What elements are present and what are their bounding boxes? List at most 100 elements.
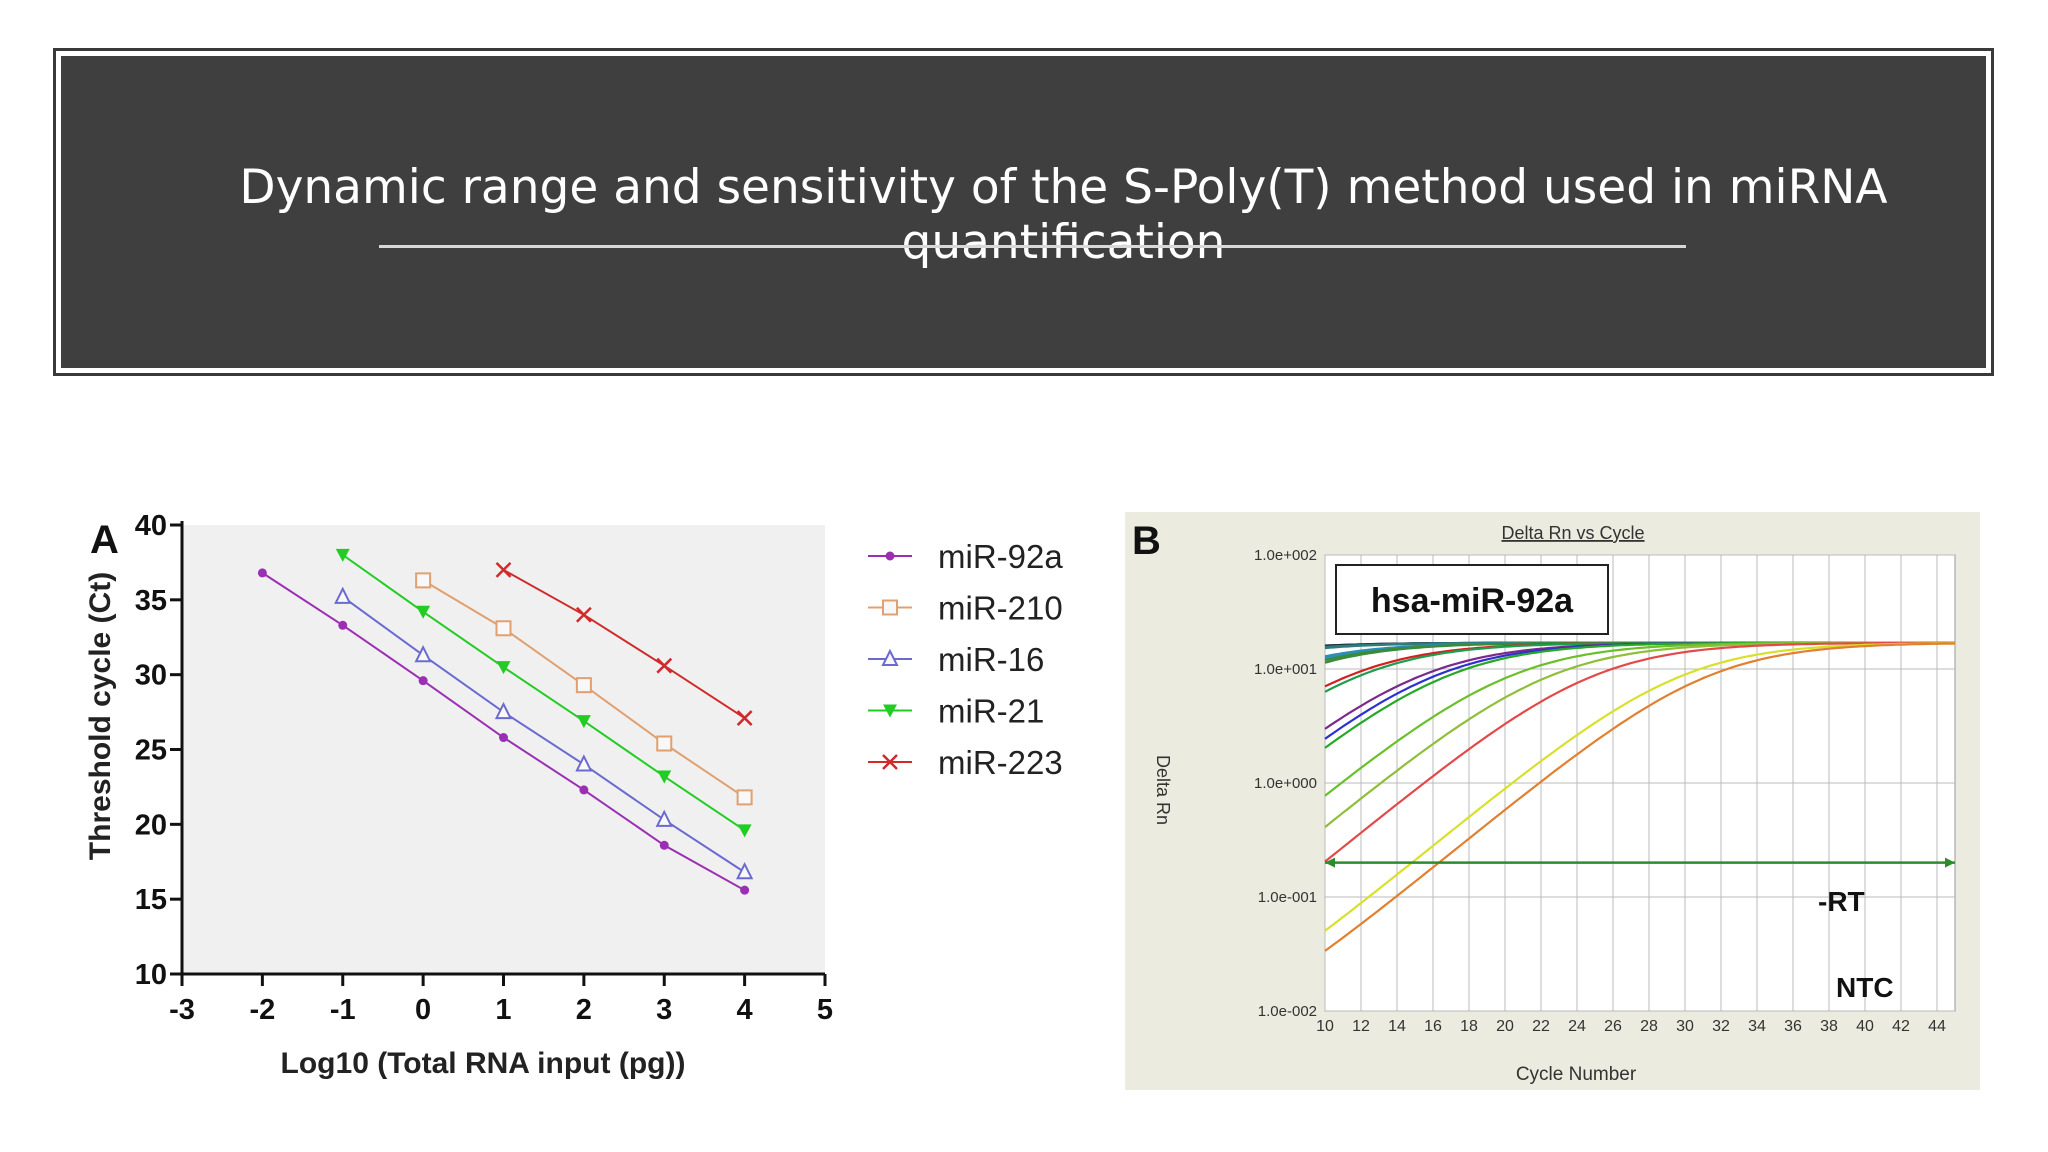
chart-a: A -3 -2 -1 0 1 2 3 4 5 10 15 20 25 30 35 40 Log10 (Tota… — [84, 510, 1063, 1080]
legend-item-miR-16: miR-16 — [868, 641, 1044, 678]
chart-a-y-tick-label: 40 — [135, 510, 167, 542]
legend-item-miR-21: miR-21 — [868, 693, 1044, 730]
data-point-miR-210 — [736, 789, 753, 806]
data-point-miR-210 — [415, 572, 432, 589]
legend-item-miR-223: miR-223 — [868, 744, 1063, 781]
chart-a-y-tick-label: 15 — [135, 884, 167, 916]
data-point-miR-210 — [495, 620, 512, 637]
data-point-miR-223 — [495, 562, 512, 578]
data-point-miR-223 — [575, 606, 592, 623]
chart-a-x-tick-label: 5 — [817, 994, 833, 1026]
series-miR-21 — [335, 548, 752, 838]
legend-marker — [883, 704, 897, 718]
amplification-curve — [1324, 642, 1955, 932]
data-point-miR-21 — [737, 824, 752, 838]
amplification-curve — [1324, 642, 1956, 952]
chart-b-panel-label: B — [1132, 519, 1161, 563]
chart-b-x-tick-label: 40 — [1856, 1018, 1874, 1035]
chart-b-x-tick-label: 36 — [1784, 1018, 1802, 1035]
chart-a-x-tick-label: 4 — [737, 994, 753, 1026]
data-point-miR-16 — [575, 754, 593, 772]
chart-b-y-tick-label: 1.0e+002 — [1254, 547, 1317, 564]
legend-label: miR-92a — [938, 538, 1063, 575]
chart-a-y-tick-label: 25 — [135, 735, 167, 767]
chart-a-x-axis-label: Log10 (Total RNA input (pg)) — [281, 1047, 686, 1080]
data-point-miR-92a — [338, 620, 348, 630]
data-point-miR-16 — [414, 644, 432, 663]
chart-b-inset-box — [1335, 564, 1609, 635]
threshold-arrow-left-icon — [1325, 857, 1335, 868]
data-point-miR-210 — [656, 735, 673, 752]
series-line-miR-21 — [342, 554, 746, 832]
chart-b-x-axis-label: Cycle Number — [1516, 1064, 1637, 1085]
chart-a-x-tick-label: 3 — [656, 994, 672, 1026]
chart-b-y-tick-label: 1.0e-001 — [1258, 889, 1317, 906]
chart-a-y-tick-label: 30 — [135, 660, 167, 692]
legend-marker — [882, 599, 898, 616]
data-point-miR-92a — [499, 733, 508, 743]
chart-b-x-tick-label: 18 — [1460, 1018, 1478, 1035]
legend-marker — [881, 648, 899, 666]
legend-label: miR-223 — [938, 744, 1063, 781]
data-point-miR-92a — [579, 785, 589, 795]
data-point-miR-21 — [335, 548, 350, 562]
chart-a-panel-label: A — [90, 518, 119, 562]
data-point-miR-21 — [496, 661, 511, 675]
chart-b-x-tick-label: 44 — [1928, 1018, 1946, 1035]
threshold-arrow-right-icon — [1945, 857, 1955, 868]
data-point-miR-21 — [657, 770, 672, 784]
data-point-miR-223 — [656, 657, 673, 674]
legend-label: miR-16 — [938, 641, 1044, 678]
series-line-miR-223 — [503, 569, 746, 719]
legend-marker — [882, 754, 898, 770]
legend-label: miR-21 — [938, 693, 1044, 730]
data-point-miR-92a — [418, 676, 428, 686]
chart-b-x-tick-label: 24 — [1568, 1018, 1586, 1035]
chart-a-x-tick-label: -2 — [249, 994, 275, 1026]
series-miR-16 — [334, 586, 754, 880]
amplification-curve — [1324, 641, 1955, 863]
chart-b-annotation-ntc: NTC — [1836, 972, 1894, 1003]
chart-b-x-tick-label: 22 — [1532, 1018, 1550, 1035]
legend-label: miR-210 — [938, 590, 1063, 627]
chart-b-title: Delta Rn vs Cycle — [1501, 523, 1644, 543]
chart-a-y-tick-label: 20 — [135, 809, 167, 841]
chart-a-plot-area — [182, 525, 825, 974]
chart-b-x-tick-label: 14 — [1388, 1018, 1406, 1035]
legend-item-miR-92a: miR-92a — [868, 538, 1063, 575]
chart-b-x-tick-label: 38 — [1820, 1018, 1838, 1035]
chart-a-y-tick-label: 10 — [135, 959, 167, 991]
chart-b-x-tick-label: 20 — [1496, 1018, 1514, 1035]
chart-a-x-tick-label: 1 — [495, 994, 511, 1026]
series-miR-223 — [495, 562, 753, 726]
data-point-miR-92a — [659, 840, 669, 850]
chart-a-x-tick-label: -1 — [330, 994, 356, 1026]
chart-a-x-tick-label: 0 — [415, 994, 431, 1026]
chart-b-y-tick-label: 1.0e+000 — [1254, 775, 1317, 792]
chart-b-y-tick-label: 1.0e-002 — [1258, 1003, 1317, 1020]
chart-b-y-tick-label: 1.0e+001 — [1254, 661, 1317, 678]
chart-a-y-tick-label: 35 — [135, 585, 167, 617]
series-line-miR-16 — [342, 596, 746, 874]
series-miR-92a — [257, 568, 750, 895]
chart-b-x-tick-label: 12 — [1352, 1018, 1370, 1035]
data-point-miR-16 — [655, 809, 673, 827]
chart-b-x-tick-label: 16 — [1424, 1018, 1442, 1035]
data-point-miR-16 — [334, 586, 352, 604]
chart-b-x-tick-label: 28 — [1640, 1018, 1658, 1035]
data-point-miR-210 — [575, 677, 592, 694]
legend-item-miR-210: miR-210 — [868, 590, 1063, 627]
chart-b-x-tick-label: 30 — [1676, 1018, 1694, 1035]
data-point-miR-92a — [257, 568, 267, 578]
chart-b-x-tick-label: 26 — [1604, 1018, 1622, 1035]
chart-b-x-tick-label: 42 — [1892, 1018, 1910, 1035]
data-point-miR-16 — [494, 701, 513, 720]
data-point-miR-92a — [740, 885, 750, 895]
chart-b-x-tick-label: 32 — [1712, 1018, 1730, 1035]
chart-b-x-tick-label: 34 — [1748, 1018, 1766, 1035]
title-underline — [379, 245, 1686, 248]
title-banner: Dynamic range and sensitivity of the S-P… — [53, 48, 1994, 376]
slide-title: Dynamic range and sensitivity of the S-P… — [239, 160, 1888, 270]
chart-b-y-axis-label: Delta Rn — [1153, 755, 1173, 825]
data-point-miR-21 — [576, 715, 591, 729]
